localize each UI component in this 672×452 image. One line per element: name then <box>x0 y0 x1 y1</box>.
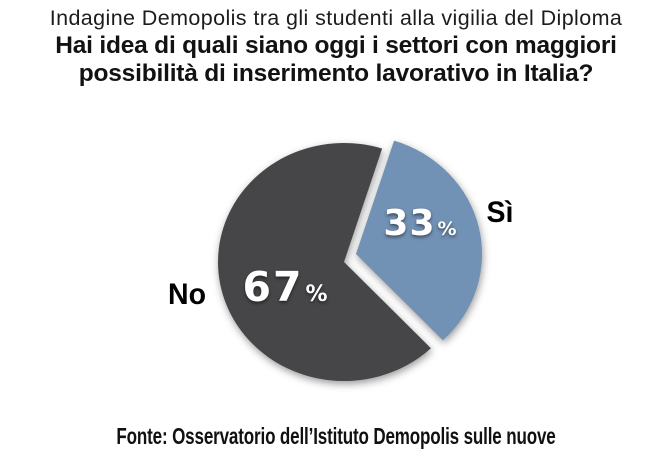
pie-value-si: 33% <box>352 203 488 244</box>
pie-slice-si <box>356 140 483 341</box>
pie-label-si: Sì <box>486 196 514 229</box>
pie-value-no-number: 67 <box>242 263 304 311</box>
title-line-1: Hai idea di quali siano oggi i settori c… <box>55 32 617 59</box>
survey-subtitle: Indagine Demopolis tra gli studenti alla… <box>49 6 623 30</box>
source-note: Fonte: Osservatorio dell’Istituto Demopo… <box>0 423 672 452</box>
percent-sign-si: % <box>437 218 457 240</box>
pie-slice-no <box>218 143 431 382</box>
percent-sign-no: % <box>305 282 328 307</box>
question-title: Hai idea di quali siano oggi i settori c… <box>0 32 672 87</box>
pie-label-no: No <box>168 278 206 311</box>
pie-value-no: 67% <box>210 263 360 311</box>
title-line-2: possibilità di inserimento lavorativo in… <box>78 59 594 87</box>
pie-value-si-number: 33 <box>383 203 436 244</box>
source-note-text: Fonte: Osservatorio dell’Istituto Demopo… <box>116 423 556 452</box>
